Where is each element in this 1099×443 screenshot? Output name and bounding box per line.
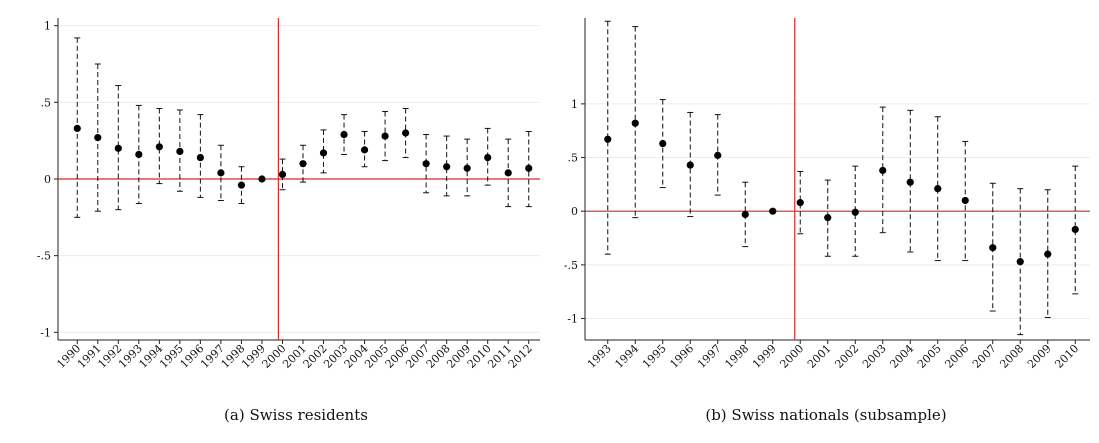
x-tick-label: 2000	[777, 342, 806, 371]
x-tick-label: 2010	[1052, 342, 1081, 371]
y-tick-label: -.5	[37, 250, 51, 263]
point-estimate	[686, 161, 694, 169]
x-tick-label: 2009	[1025, 342, 1054, 371]
point-estimate	[402, 129, 410, 137]
x-tick-label: 1995	[640, 342, 669, 371]
point-estimate	[741, 210, 749, 219]
point-estimate	[961, 196, 969, 205]
point-estimate	[604, 135, 612, 143]
point-estimate	[381, 132, 389, 140]
x-tick-label: 2006	[942, 342, 971, 371]
point-estimate	[258, 175, 266, 183]
point-estimate	[237, 181, 246, 189]
panel-b: 1.50-.5-11993199419951996199719981999200…	[564, 18, 1090, 371]
point-estimate	[504, 169, 512, 177]
x-tick-label: 2007	[970, 342, 999, 371]
x-tick-label: 2012	[506, 342, 535, 371]
y-tick-label: .5	[41, 96, 52, 109]
y-tick-label: 1	[571, 98, 578, 111]
x-tick-label: 2001	[805, 342, 834, 371]
x-tick-label: 2002	[832, 342, 861, 371]
caption-a: (a) Swiss residents	[224, 406, 368, 424]
x-tick-label: 1994	[612, 342, 641, 371]
point-estimate	[217, 169, 225, 177]
point-estimate	[1071, 225, 1079, 234]
point-estimate	[879, 166, 887, 175]
x-tick-label: 2004	[887, 342, 916, 371]
point-estimate	[319, 149, 328, 157]
point-estimate	[824, 214, 832, 222]
point-estimate	[443, 163, 451, 171]
y-tick-label: -1	[567, 313, 578, 326]
point-estimate	[851, 208, 859, 216]
point-estimate	[299, 160, 307, 168]
x-tick-label: 1997	[695, 342, 724, 371]
point-estimate	[989, 244, 997, 252]
x-tick-label: 2005	[915, 342, 944, 371]
point-estimate	[631, 119, 639, 127]
point-estimate	[135, 150, 143, 159]
x-tick-label: 2003	[860, 342, 889, 371]
point-estimate	[94, 134, 102, 142]
point-estimate	[659, 139, 667, 148]
point-estimate	[796, 199, 804, 207]
x-tick-label: 1993	[585, 342, 614, 371]
point-estimate	[525, 164, 533, 172]
x-tick-label: 1999	[750, 342, 779, 371]
point-estimate	[176, 147, 184, 155]
y-tick-label: -1	[40, 326, 51, 339]
point-estimate	[73, 124, 81, 132]
panel-a: 1.50-.5-11990199119921993199419951996199…	[37, 18, 540, 371]
x-tick-label: 2008	[997, 342, 1026, 371]
point-estimate	[422, 160, 430, 168]
y-tick-label: 0	[44, 173, 51, 186]
y-tick-label: .5	[568, 152, 579, 165]
x-tick-label: 1998	[722, 342, 751, 371]
point-estimate	[1016, 258, 1024, 266]
point-estimate	[906, 178, 914, 186]
point-estimate	[340, 130, 348, 139]
point-estimate	[714, 151, 722, 159]
point-estimate	[484, 153, 492, 162]
x-tick-label: 1996	[667, 342, 696, 371]
point-estimate	[278, 170, 287, 178]
point-estimate	[114, 144, 122, 152]
y-tick-label: 1	[44, 20, 51, 33]
point-estimate	[155, 143, 163, 151]
y-tick-label: 0	[571, 205, 578, 218]
point-estimate	[463, 164, 471, 172]
point-estimate	[769, 207, 777, 215]
point-estimate	[196, 153, 204, 162]
y-tick-label: -.5	[564, 259, 578, 272]
point-estimate	[934, 185, 942, 193]
point-estimate	[360, 146, 369, 154]
point-estimate	[1044, 250, 1052, 258]
caption-b: (b) Swiss nationals (subsample)	[705, 406, 946, 424]
